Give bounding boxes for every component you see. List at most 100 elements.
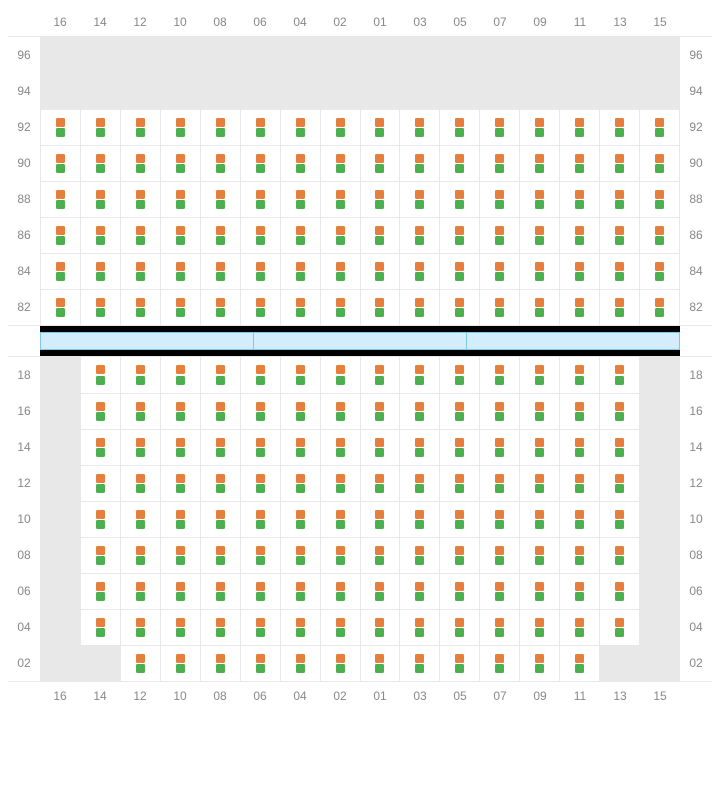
seat-cell[interactable]: [519, 357, 559, 393]
seat-cell[interactable]: [120, 289, 160, 325]
seat-cell[interactable]: [40, 217, 80, 253]
seat-cell[interactable]: [240, 145, 280, 181]
seat-cell[interactable]: [439, 181, 479, 217]
seat-cell[interactable]: [240, 357, 280, 393]
seat-cell[interactable]: [80, 357, 120, 393]
seat-cell[interactable]: [599, 501, 639, 537]
seat-cell[interactable]: [599, 217, 639, 253]
seat-cell[interactable]: [320, 145, 360, 181]
seat-cell[interactable]: [280, 573, 320, 609]
seat-cell[interactable]: [200, 181, 240, 217]
seat-cell[interactable]: [80, 429, 120, 465]
seat-cell[interactable]: [399, 289, 439, 325]
seat-cell[interactable]: [399, 501, 439, 537]
seat-cell[interactable]: [559, 573, 599, 609]
seat-cell[interactable]: [200, 429, 240, 465]
seat-cell[interactable]: [399, 145, 439, 181]
seat-cell[interactable]: [320, 289, 360, 325]
seat-cell[interactable]: [519, 609, 559, 645]
seat-cell[interactable]: [320, 609, 360, 645]
seat-cell[interactable]: [479, 253, 519, 289]
seat-cell[interactable]: [40, 289, 80, 325]
seat-cell[interactable]: [80, 393, 120, 429]
seat-cell[interactable]: [399, 217, 439, 253]
seat-cell[interactable]: [559, 357, 599, 393]
seat-cell[interactable]: [40, 181, 80, 217]
seat-cell[interactable]: [559, 537, 599, 573]
seat-cell[interactable]: [360, 253, 400, 289]
seat-cell[interactable]: [439, 393, 479, 429]
seat-cell[interactable]: [599, 253, 639, 289]
seat-cell[interactable]: [519, 465, 559, 501]
seat-cell[interactable]: [160, 289, 200, 325]
seat-cell[interactable]: [80, 109, 120, 145]
seat-cell[interactable]: [599, 573, 639, 609]
seat-cell[interactable]: [439, 465, 479, 501]
seat-cell[interactable]: [240, 609, 280, 645]
seat-cell[interactable]: [200, 217, 240, 253]
seat-cell[interactable]: [120, 253, 160, 289]
seat-cell[interactable]: [559, 217, 599, 253]
seat-cell[interactable]: [519, 429, 559, 465]
seat-cell[interactable]: [240, 573, 280, 609]
seat-cell[interactable]: [240, 645, 280, 681]
seat-cell[interactable]: [280, 429, 320, 465]
seat-cell[interactable]: [479, 393, 519, 429]
seat-cell[interactable]: [120, 537, 160, 573]
seat-cell[interactable]: [280, 109, 320, 145]
seat-cell[interactable]: [80, 181, 120, 217]
seat-cell[interactable]: [360, 109, 400, 145]
seat-cell[interactable]: [160, 357, 200, 393]
seat-cell[interactable]: [160, 573, 200, 609]
seat-cell[interactable]: [439, 609, 479, 645]
seat-cell[interactable]: [160, 253, 200, 289]
seat-cell[interactable]: [160, 217, 200, 253]
seat-cell[interactable]: [120, 465, 160, 501]
seat-cell[interactable]: [439, 573, 479, 609]
seat-cell[interactable]: [439, 289, 479, 325]
seat-cell[interactable]: [40, 109, 80, 145]
seat-cell[interactable]: [40, 253, 80, 289]
seat-cell[interactable]: [240, 109, 280, 145]
seat-cell[interactable]: [200, 289, 240, 325]
seat-cell[interactable]: [519, 253, 559, 289]
seat-cell[interactable]: [280, 289, 320, 325]
seat-cell[interactable]: [559, 289, 599, 325]
seat-cell[interactable]: [320, 429, 360, 465]
seat-cell[interactable]: [200, 357, 240, 393]
seat-cell[interactable]: [399, 357, 439, 393]
seat-cell[interactable]: [160, 501, 200, 537]
seat-cell[interactable]: [280, 393, 320, 429]
seat-cell[interactable]: [360, 645, 400, 681]
seat-cell[interactable]: [200, 537, 240, 573]
seat-cell[interactable]: [639, 253, 680, 289]
seat-cell[interactable]: [559, 501, 599, 537]
seat-cell[interactable]: [40, 145, 80, 181]
seat-cell[interactable]: [280, 645, 320, 681]
seat-cell[interactable]: [519, 537, 559, 573]
seat-cell[interactable]: [240, 465, 280, 501]
seat-cell[interactable]: [519, 645, 559, 681]
seat-cell[interactable]: [240, 393, 280, 429]
seat-cell[interactable]: [399, 393, 439, 429]
seat-cell[interactable]: [599, 429, 639, 465]
seat-cell[interactable]: [160, 645, 200, 681]
seat-cell[interactable]: [399, 429, 439, 465]
seat-cell[interactable]: [320, 501, 360, 537]
seat-cell[interactable]: [559, 465, 599, 501]
seat-cell[interactable]: [439, 109, 479, 145]
seat-cell[interactable]: [120, 181, 160, 217]
seat-cell[interactable]: [320, 645, 360, 681]
seat-cell[interactable]: [360, 465, 400, 501]
seat-cell[interactable]: [439, 645, 479, 681]
seat-cell[interactable]: [320, 357, 360, 393]
seat-cell[interactable]: [360, 537, 400, 573]
seat-cell[interactable]: [439, 145, 479, 181]
seat-cell[interactable]: [639, 181, 680, 217]
seat-cell[interactable]: [360, 429, 400, 465]
seat-cell[interactable]: [439, 357, 479, 393]
seat-cell[interactable]: [399, 537, 439, 573]
seat-cell[interactable]: [320, 253, 360, 289]
seat-cell[interactable]: [320, 109, 360, 145]
seat-cell[interactable]: [479, 537, 519, 573]
